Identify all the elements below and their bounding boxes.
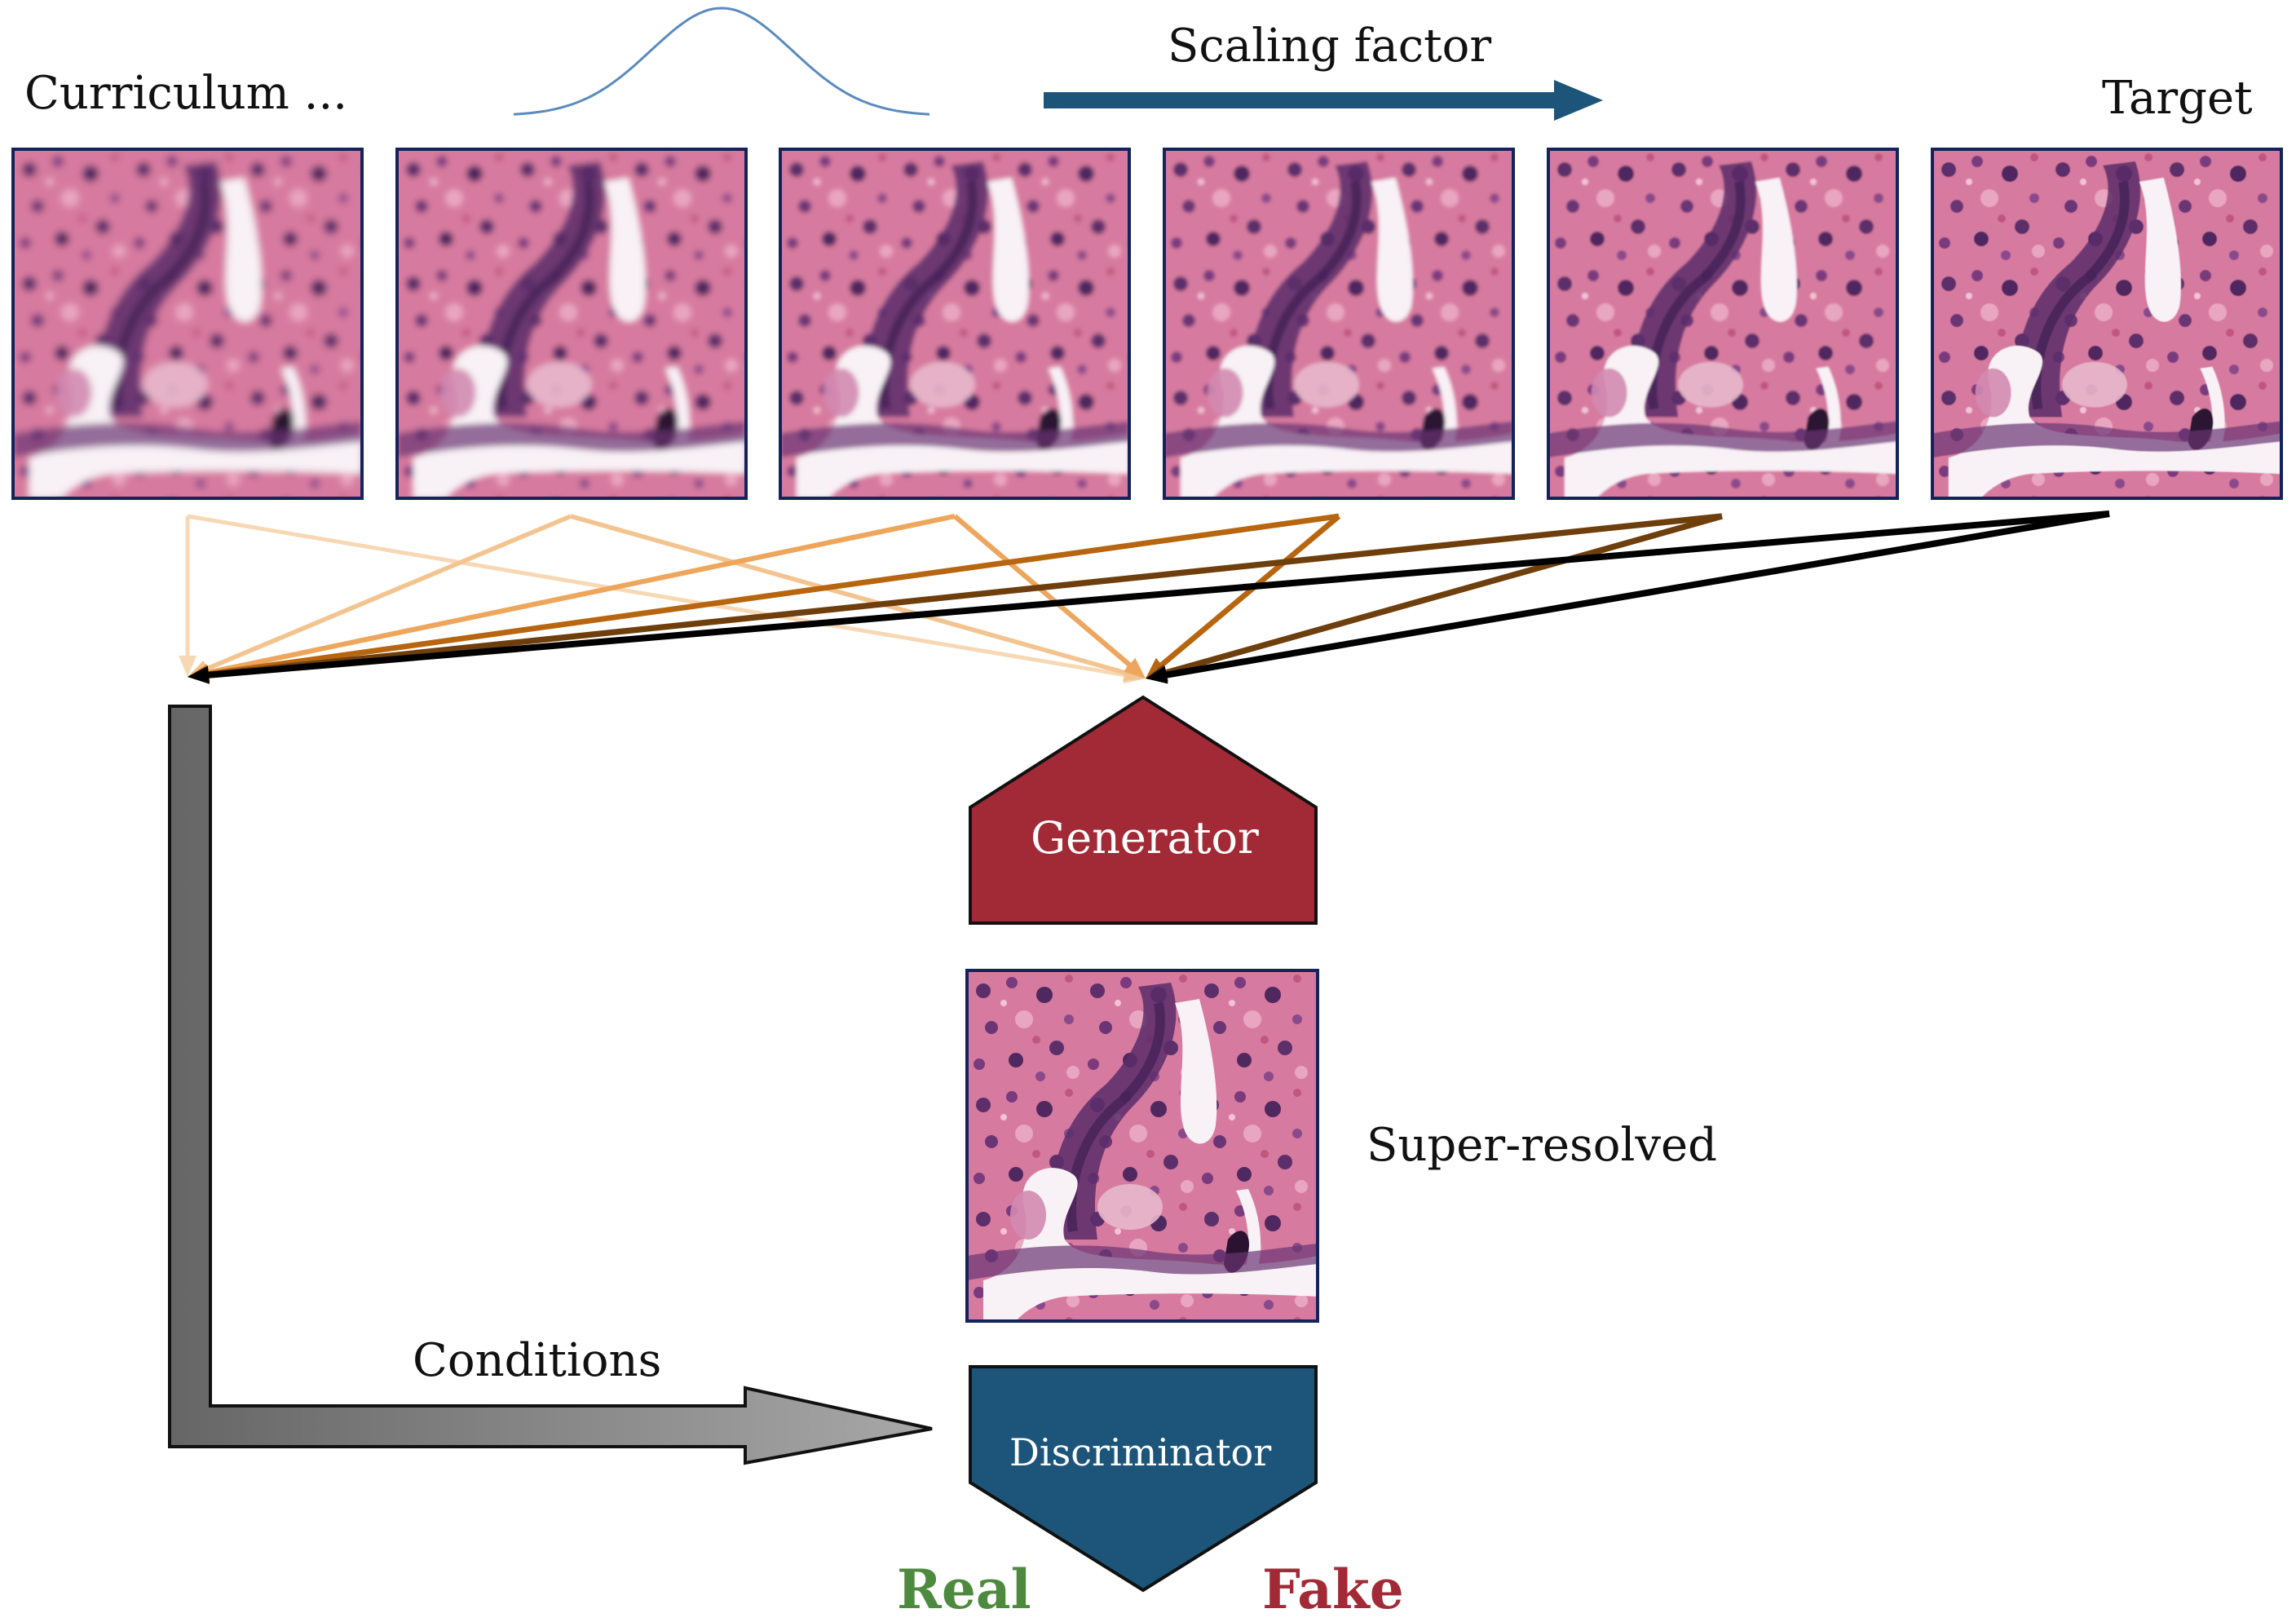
scaling-factor-label: Scaling factor: [1168, 20, 1492, 73]
image-tile-2: [395, 148, 748, 500]
gaussian-curve: [513, 7, 930, 116]
curriculum-label: Curriculum ...: [24, 67, 348, 120]
scaling-factor-arrow: [1044, 80, 1603, 121]
generator-label: Generator: [1031, 812, 1259, 864]
image-tile-1: [11, 148, 364, 500]
image-tiles: [11, 148, 2283, 1323]
real-label: Real: [897, 1558, 1031, 1621]
discriminator-block: [969, 1365, 1318, 1593]
feed-arrow-3-to-generator: [952, 514, 1146, 678]
conditions-arrow: [168, 705, 933, 1465]
feed-arrow-6-to-generator: [1146, 510, 2110, 684]
feed-arrow-5-to-generator: [1146, 513, 1724, 682]
image-tile-4: [1163, 148, 1515, 500]
gaussian-layer: [513, 7, 1603, 121]
feed-arrow-3-to-condition: [188, 513, 956, 682]
generator-block: [969, 695, 1318, 925]
image-tile-5: [1547, 148, 1899, 500]
conditions-label: Conditions: [413, 1334, 662, 1387]
target-label: Target: [2102, 72, 2253, 125]
network-blocks: [168, 695, 1318, 1593]
feed-arrows: [179, 510, 2110, 684]
discriminator-label: Discriminator: [1009, 1430, 1272, 1474]
super-resolved-label: Super-resolved: [1367, 1119, 1718, 1172]
feed-arrow-2-to-generator: [570, 514, 1146, 682]
image-tile-6: [1931, 148, 2283, 500]
super-resolved-image: [965, 969, 1319, 1323]
fake-label: Fake: [1262, 1558, 1404, 1621]
feed-arrow-1-to-condition: [179, 516, 196, 677]
image-tile-3: [779, 148, 1131, 500]
feed-arrow-6-to-condition: [188, 510, 2110, 684]
